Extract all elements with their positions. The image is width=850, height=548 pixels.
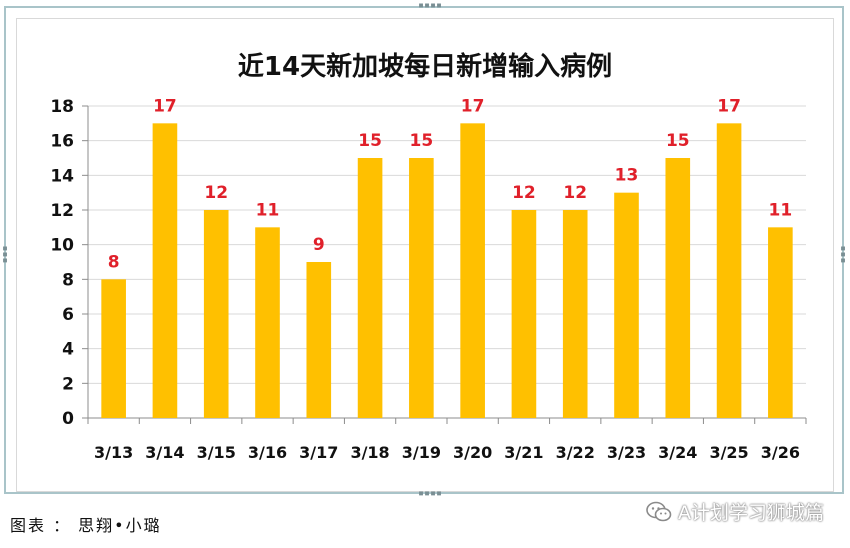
- x-tick-label: 3/18: [350, 443, 389, 462]
- bar-3-17: [306, 262, 332, 418]
- x-tick-label: 3/24: [658, 443, 697, 462]
- y-tick-label: 6: [62, 305, 74, 325]
- y-tick-label: 16: [50, 132, 74, 152]
- resize-handle-right[interactable]: ▪ ▪ ▪: [840, 243, 847, 266]
- x-tick-label: 3/23: [607, 443, 646, 462]
- resize-handle-top[interactable]: ▪▪▪▪: [418, 0, 443, 11]
- bar-3-18: [357, 158, 383, 418]
- x-tick-label: 3/16: [248, 443, 287, 462]
- bar-3-26: [768, 227, 793, 418]
- x-tick-label: 3/20: [453, 443, 492, 462]
- bar-3-23: [614, 192, 639, 418]
- data-label: 12: [512, 183, 536, 203]
- wechat-icon: [646, 501, 672, 521]
- y-tick-label: 0: [62, 409, 74, 429]
- x-tick-label: 3/14: [145, 443, 184, 462]
- data-label: 13: [615, 166, 639, 186]
- data-label: 17: [717, 96, 741, 116]
- x-tick-label: 3/13: [94, 443, 133, 462]
- bar-3-13: [101, 279, 126, 418]
- y-tick-label: 8: [62, 270, 74, 290]
- bar-3-22: [562, 210, 588, 418]
- chart-title: 近14天新加坡每日新增输入病例: [237, 52, 613, 82]
- resize-handle-left[interactable]: ▪ ▪ ▪: [2, 243, 9, 266]
- data-label: 15: [666, 131, 690, 151]
- bar-3-16: [255, 227, 280, 418]
- bar-3-25: [716, 123, 742, 418]
- data-label: 17: [461, 96, 485, 116]
- chart-caption: 图表 ： 思翔•小璐: [10, 516, 162, 535]
- bar-3-19: [409, 158, 434, 418]
- data-label: 11: [256, 200, 280, 220]
- x-tick-label: 3/26: [761, 443, 800, 462]
- y-tick-label: 4: [62, 340, 74, 360]
- x-tick-label: 3/15: [197, 443, 236, 462]
- x-tick-label: 3/22: [556, 443, 595, 462]
- y-tick-label: 12: [50, 201, 74, 221]
- bar-3-15: [203, 210, 229, 418]
- data-label: 11: [769, 200, 793, 220]
- data-label: 12: [204, 183, 228, 203]
- watermark-text: A计划学习狮城篇: [678, 502, 824, 524]
- watermark: A计划学习狮城篇: [646, 498, 824, 525]
- data-label: 15: [358, 131, 382, 151]
- data-label: 12: [563, 183, 587, 203]
- bar-3-24: [665, 158, 691, 418]
- x-tick-label: 3/21: [504, 443, 543, 462]
- data-label: 8: [108, 252, 120, 272]
- bar-3-21: [511, 210, 537, 418]
- resize-handle-bottom[interactable]: ▪▪▪▪: [418, 488, 443, 499]
- y-tick-label: 18: [50, 97, 74, 117]
- x-tick-label: 3/25: [709, 443, 748, 462]
- x-tick-label: 3/17: [299, 443, 338, 462]
- bar-3-20: [460, 123, 485, 418]
- data-label: 17: [153, 96, 177, 116]
- data-label: 9: [313, 235, 325, 255]
- y-tick-label: 10: [50, 236, 74, 256]
- data-label: 15: [410, 131, 434, 151]
- x-tick-label: 3/19: [402, 443, 441, 462]
- y-tick-label: 14: [50, 166, 74, 186]
- y-tick-label: 2: [62, 374, 74, 394]
- bar-3-14: [152, 123, 178, 418]
